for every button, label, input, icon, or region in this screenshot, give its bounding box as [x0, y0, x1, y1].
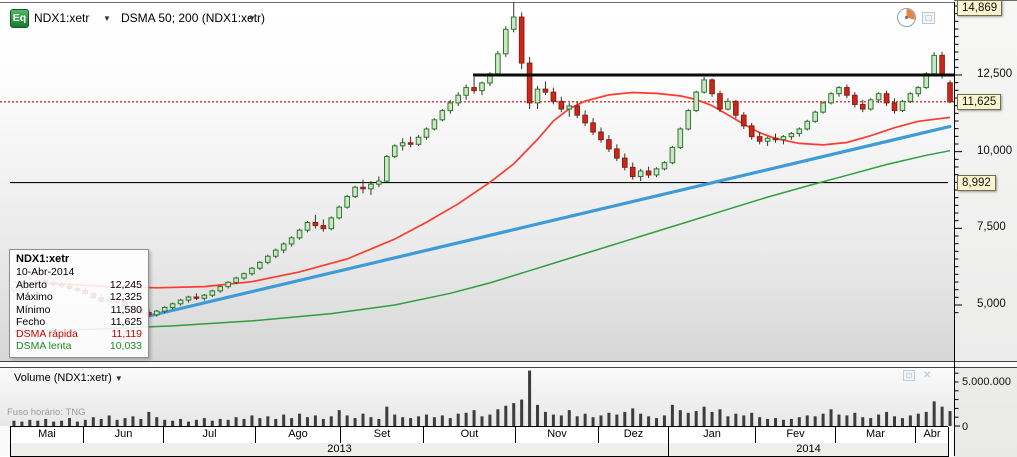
month-label-dez: Dez	[598, 427, 668, 444]
y-axis-boxed-label: 11,625	[957, 93, 1002, 110]
month-label-jan: Jan	[668, 427, 755, 444]
tooltip-row-label: Mínimo	[16, 303, 51, 316]
tooltip-row: DSMA lenta 10,033	[16, 340, 142, 352]
restore-window-icon[interactable]	[922, 12, 935, 24]
y-axis-label: 10,000	[977, 144, 1013, 157]
y-axis-label: 5,000	[977, 298, 1006, 310]
tooltip-date: 10-Abr-2014	[16, 266, 75, 278]
year-label-2013: 2013	[10, 443, 668, 457]
tooltip-row: Fecho 11,625	[16, 316, 142, 328]
y-axis-label: 12,500	[977, 68, 1013, 80]
volume-dropdown-arrow-icon[interactable]: ▼	[114, 374, 123, 383]
indicator-label[interactable]: DSMA 50; 200 (NDX1:xetr)	[121, 11, 266, 25]
panel-splitter[interactable]	[0, 361, 1017, 368]
month-label-abr: Abr	[915, 427, 949, 444]
y-axis-label: 7,500	[977, 221, 1006, 234]
volume-label-text: Volume (NDX1:xetr)	[14, 372, 112, 384]
volume-panel-background	[0, 366, 954, 426]
tooltip-symbol: NDX1:xetr	[16, 253, 70, 265]
tooltip-row-label: DSMA rápida	[16, 328, 78, 341]
volume-axis-max-label: 5.000.000	[962, 376, 1011, 388]
tooltip-row: Mínimo 11,580	[16, 304, 142, 316]
symbol-dropdown-arrow-icon[interactable]: ▼	[103, 14, 111, 23]
month-label-set: Set	[340, 427, 423, 444]
delayed-data-clock-icon[interactable]	[897, 8, 916, 27]
price-axis-strip	[954, 0, 1017, 457]
month-label-fev: Fev	[755, 427, 835, 444]
tooltip-row: DSMA rápida 11,119	[16, 328, 142, 340]
tooltip-row-label: DSMA lenta	[16, 340, 72, 353]
tooltip-row-label: Máximo	[16, 291, 53, 304]
symbol-label[interactable]: NDX1:xetr	[34, 11, 90, 25]
tooltip-row-value: 10,033	[109, 340, 142, 353]
month-label-mar: Mar	[835, 427, 915, 444]
tooltip-row-value: 12,245	[109, 279, 142, 291]
month-label-out: Out	[423, 427, 515, 444]
volume-panel-label[interactable]: Volume (NDX1:xetr) ▼	[14, 372, 123, 384]
tooltip-row: Aberto 12,245	[16, 279, 142, 291]
y-axis-boxed-label: 8,992	[957, 174, 996, 191]
month-label-jun: Jun	[83, 427, 163, 444]
timezone-watermark: Fuso horário: TNG	[7, 407, 86, 418]
ohlc-tooltip: NDX1:xetr 10-Abr-2014 Aberto 12,245 Máximo…	[9, 249, 149, 358]
tooltip-row-value: 12,325	[109, 291, 142, 304]
y-axis-boxed-label: 14,869	[957, 0, 1003, 16]
tooltip-row: Máximo 12,325	[16, 291, 142, 303]
tooltip-row-label: Aberto	[16, 279, 47, 291]
chart-header: Eq NDX1:xetr ▼ DSMA 50; 200 (NDX1:xetr) …	[0, 0, 954, 32]
month-label-mai: Mai	[10, 427, 83, 444]
tooltip-row-value: 11,625	[110, 315, 142, 328]
volume-restore-icon[interactable]	[903, 370, 915, 381]
tooltip-row-value: 11,119	[111, 328, 142, 341]
equity-type-badge: Eq	[10, 9, 29, 28]
indicator-dropdown-arrow-icon[interactable]: ▼	[248, 14, 256, 23]
tooltip-row-value: 11,580	[110, 303, 142, 316]
year-label-2014: 2014	[668, 443, 949, 457]
month-label-nov: Nov	[515, 427, 598, 444]
month-label-ago: Ago	[255, 427, 340, 444]
volume-axis-zero-label: 0	[962, 421, 969, 433]
month-label-jul: Jul	[163, 427, 255, 444]
tooltip-row-label: Fecho	[16, 315, 46, 328]
volume-panel-buttons: ✕	[903, 370, 931, 381]
volume-close-icon[interactable]: ✕	[923, 370, 932, 381]
